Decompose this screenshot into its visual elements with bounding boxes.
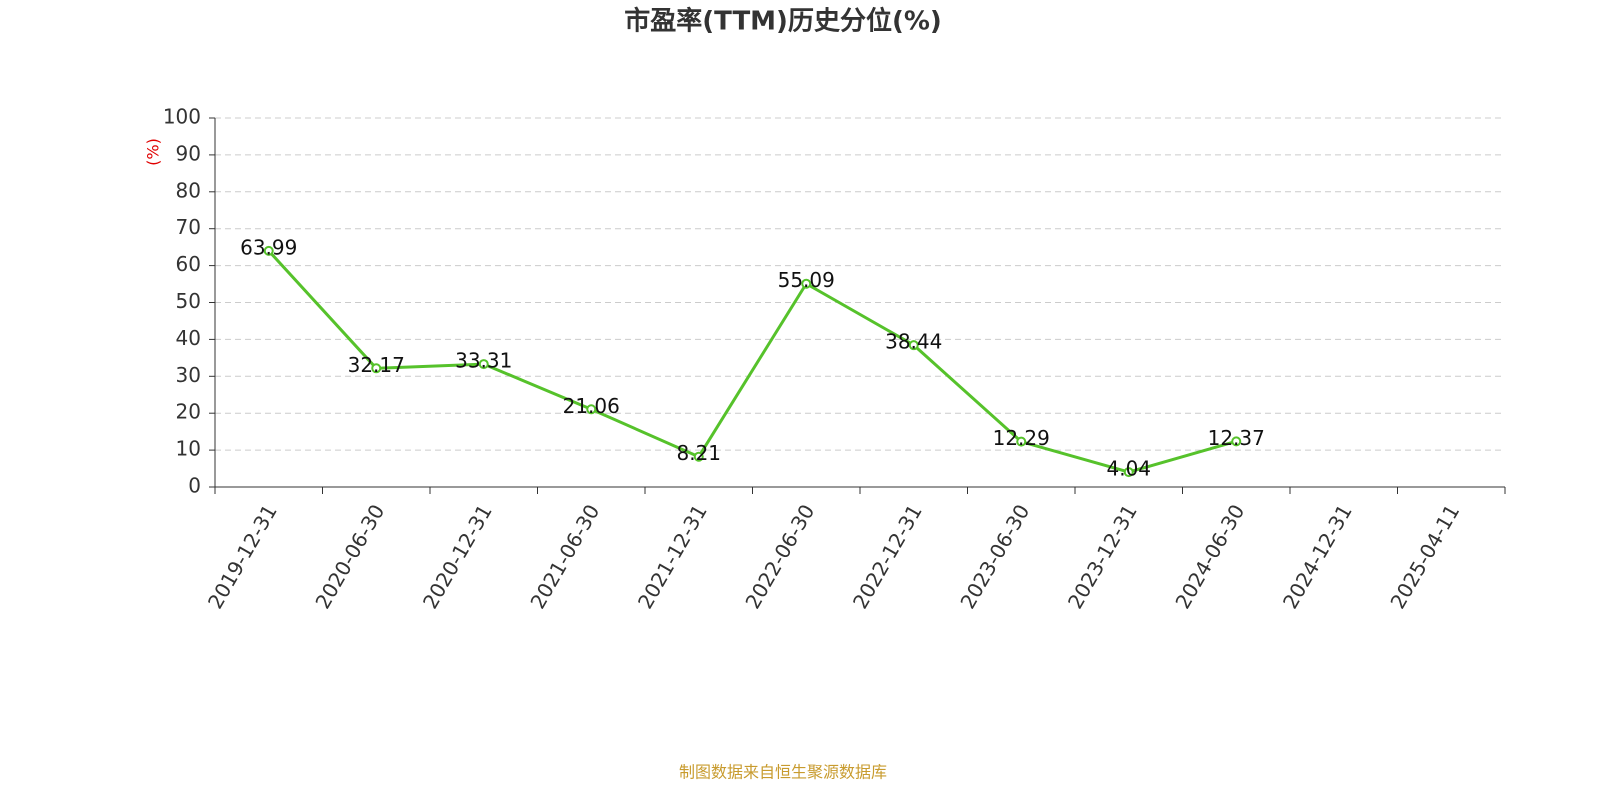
x-tick-label: 2024-06-30: [1170, 500, 1249, 613]
data-point: [1123, 467, 1134, 478]
y-tick-label: 60: [176, 252, 201, 276]
data-label: 33.31: [455, 349, 512, 373]
data-point: [1016, 436, 1027, 447]
data-point: [586, 404, 597, 415]
data-point: [1231, 436, 1242, 447]
data-label: 63.99: [240, 235, 297, 259]
x-tick-label: 2021-06-30: [525, 500, 604, 613]
data-point: [908, 340, 919, 351]
data-label: 32.17: [348, 353, 405, 377]
x-tick-label: 2021-12-31: [633, 500, 712, 613]
y-tick-label: 100: [163, 105, 201, 129]
x-tick-label: 2025-04-11: [1385, 500, 1464, 613]
y-tick-label: 80: [176, 178, 201, 202]
data-point: [801, 278, 812, 289]
y-tick-label: 40: [176, 326, 201, 350]
data-point: [263, 245, 274, 256]
y-tick-label: 30: [176, 363, 201, 387]
data-label: 8.21: [676, 441, 721, 465]
data-label: 38.44: [885, 330, 942, 354]
source-note: 制图数据来自恒生聚源数据库: [679, 763, 887, 782]
x-tick-label: 2022-12-31: [848, 500, 927, 613]
y-tick-label: 0: [188, 474, 201, 498]
x-tick-label: 2020-06-30: [310, 500, 389, 613]
x-tick-label: 2023-06-30: [955, 500, 1034, 613]
chart-title: 市盈率(TTM)历史分位(%): [624, 6, 942, 37]
y-tick-label: 50: [176, 289, 201, 313]
x-tick-label: 2023-12-31: [1063, 500, 1142, 613]
data-label: 12.37: [1208, 426, 1265, 450]
x-tick-label: 2019-12-31: [203, 500, 282, 613]
y-tick-label: 20: [176, 400, 201, 424]
x-tick-label: 2022-06-30: [740, 500, 819, 613]
data-line: [267, 249, 1237, 474]
y-axis-label: (%): [144, 138, 163, 166]
y-tick-label: 90: [176, 141, 201, 165]
y-tick-label: 70: [176, 215, 201, 239]
x-tick-label: 2024-12-31: [1278, 500, 1357, 613]
data-label: 12.29: [993, 426, 1050, 450]
data-label: 4.04: [1106, 457, 1151, 481]
y-tick-label: 10: [176, 437, 201, 461]
data-point: [478, 359, 489, 370]
data-label: 55.09: [778, 268, 835, 292]
data-point: [693, 451, 704, 462]
data-point: [371, 363, 382, 374]
data-label: 21.06: [563, 394, 620, 418]
x-tick-label: 2020-12-31: [418, 500, 497, 613]
